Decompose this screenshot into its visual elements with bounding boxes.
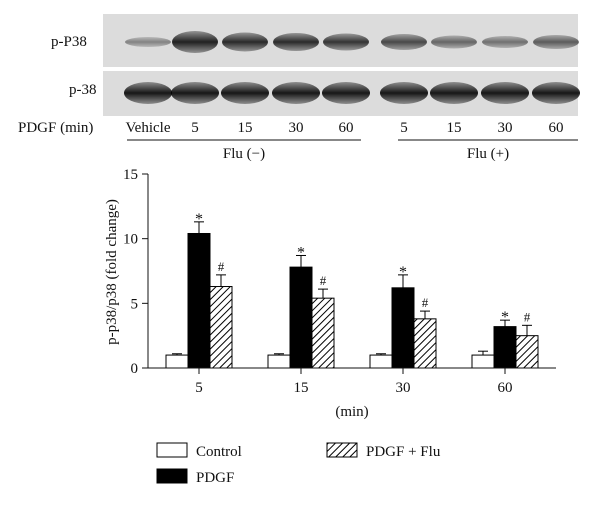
band-p-p38 [172,31,218,53]
bar [187,232,211,369]
legend-swatch-pdgf [156,468,188,484]
band-p-p38 [323,33,369,51]
band-p-38 [124,82,172,104]
band-p-38 [272,82,320,104]
bar [413,318,437,369]
bar [267,354,291,369]
significance-mark: * [195,211,203,228]
band-row-p-38 [124,82,580,104]
band-p-38 [380,82,428,104]
significance-mark: # [218,259,225,274]
bar [471,354,495,369]
x-axis: 5 15 30 60 [148,367,556,396]
lane-label: 30 [498,120,513,136]
legend-swatch-control [156,442,188,458]
band-p-38 [430,82,478,104]
lane-label: 60 [339,120,354,136]
blot-row-label-p-38: p-38 [69,82,97,98]
lane-label: 60 [549,120,564,136]
lane-label: Vehicle [126,120,171,136]
lane-label: 5 [400,120,408,136]
significance-mark: * [399,264,407,281]
band-p-38 [481,82,529,104]
group-label-flu-minus: Flu (−) [223,146,265,162]
bar [209,286,233,369]
x-tick-label: 15 [294,380,309,396]
y-tick-label: 10 [123,232,138,248]
x-tick-label: 5 [195,380,203,396]
legend: Control PDGF PDGF + Flu [156,442,441,486]
significance-mark: * [297,244,305,261]
bar [289,266,313,369]
lane-labels: Vehicle 5 15 30 60 5 15 30 60 [126,120,564,136]
lane-label: 5 [191,120,199,136]
y-axis: 0 5 10 15 [123,167,149,377]
bar [515,335,539,369]
bar [165,354,189,369]
legend-label-control: Control [196,444,242,460]
bar [369,354,393,369]
group-label-flu-plus: Flu (+) [467,146,509,162]
lane-label: 15 [238,120,253,136]
significance-mark: * [501,309,509,326]
x-tick-label: 30 [396,380,411,396]
legend-swatch-pdgf-flu [326,442,358,458]
lane-label: 15 [447,120,462,136]
bar [391,287,415,369]
legend-label-pdgf: PDGF [196,470,234,486]
blot-row-label-p-p38: p-P38 [51,34,87,50]
significance-mark: # [422,295,429,310]
y-tick-label: 15 [123,167,138,183]
bar [311,297,335,369]
y-tick-label: 5 [131,296,139,312]
band-p-p38 [222,32,268,52]
band-p-p38 [431,35,477,49]
band-p-p38 [533,35,579,49]
band-p-p38 [482,36,528,48]
legend-label-pdgf-flu: PDGF + Flu [366,444,441,460]
y-axis-label: p-p38/p38 (fold change) [104,199,120,345]
treatment-label: PDGF (min) [18,120,93,136]
bar [493,326,517,369]
band-p-38 [532,82,580,104]
x-axis-label: (min) [335,404,368,420]
bars: * # * # * # * # [165,211,539,369]
significance-mark: # [524,309,531,324]
y-tick-label: 0 [131,361,139,377]
significance-mark: # [320,273,327,288]
band-p-p38 [381,34,427,50]
band-row-p-p38 [125,31,579,53]
band-p-38 [322,82,370,104]
x-tick-label: 60 [498,380,513,396]
band-p-38 [171,82,219,104]
lane-label: 30 [289,120,304,136]
band-p-p38 [125,37,171,47]
band-p-p38 [273,33,319,51]
band-p-38 [221,82,269,104]
western-blot: p-P38 p-38 PDGF (min) Vehicle 5 15 30 60 5 15 3… [18,14,580,162]
